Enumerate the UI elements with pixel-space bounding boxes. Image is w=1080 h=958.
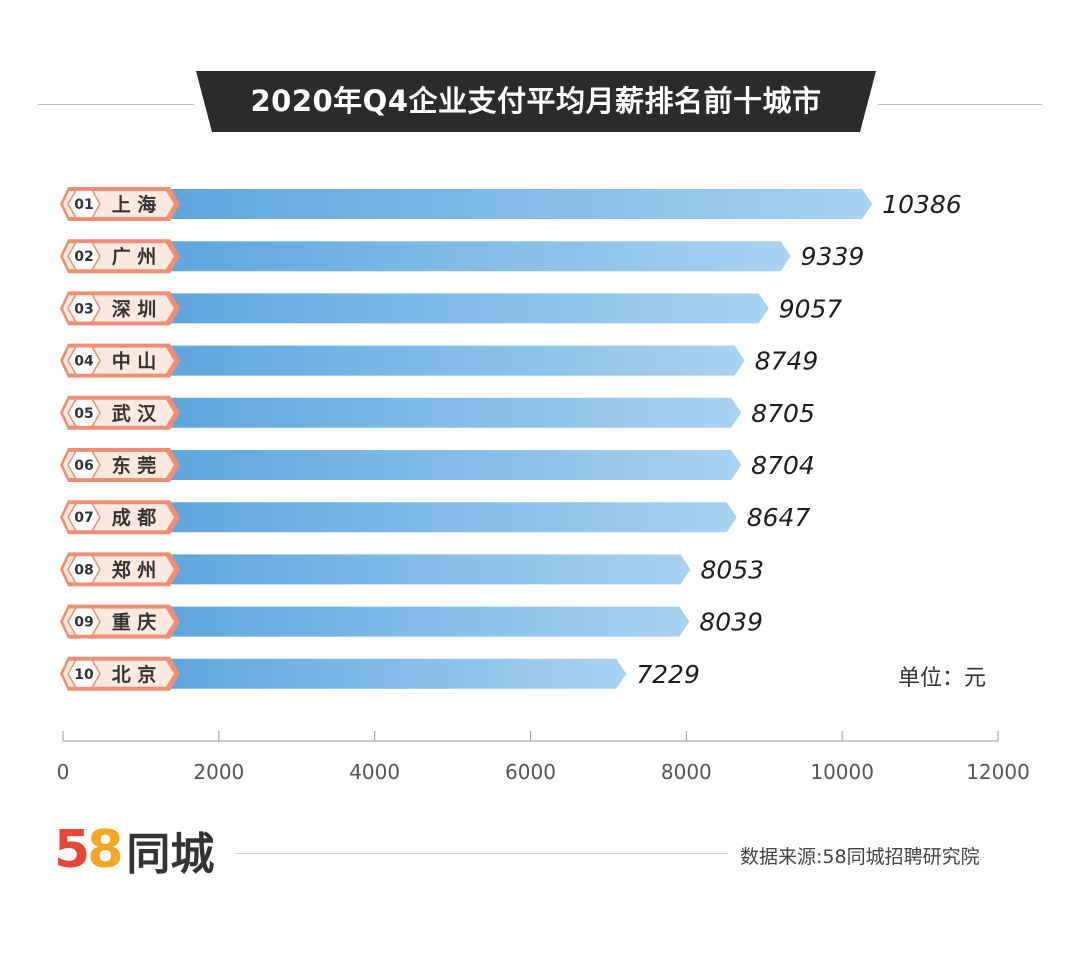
bar — [168, 293, 769, 324]
category-label: 深 圳 — [112, 297, 157, 320]
rank-label: 02 — [74, 249, 93, 265]
bar — [168, 450, 742, 480]
rank-label: 01 — [74, 197, 93, 213]
data-source: 数据来源:58同城招聘研究院 — [740, 846, 980, 868]
chart-title: 2020年Q4企业支付平均月薪排名前十城市 — [250, 84, 822, 118]
value-label: 7229 — [636, 660, 700, 689]
value-label: 8749 — [755, 347, 819, 376]
bar-row: 06 东 莞 8704 — [60, 448, 815, 482]
logo-digit-5: 5 — [54, 820, 90, 880]
x-tick-label: 4000 — [349, 760, 400, 784]
rank-label: 05 — [74, 406, 93, 422]
bar-row: 10 北 京 7229 — [60, 656, 700, 691]
footer-rule — [236, 853, 728, 854]
logo-name: 同城 — [126, 829, 215, 880]
value-label: 9057 — [779, 294, 843, 323]
x-tick-label: 6000 — [505, 760, 556, 784]
category-label: 广 州 — [112, 245, 157, 268]
category-label: 中 山 — [112, 350, 157, 373]
category-label: 武 汉 — [112, 403, 158, 425]
category-label: 重 庆 — [112, 611, 157, 634]
title-banner: 2020年Q4企业支付平均月薪排名前十城市 — [196, 71, 876, 132]
bar — [168, 397, 742, 428]
bar — [168, 189, 873, 219]
bar-row: 08 郑 州 8053 — [60, 552, 764, 587]
category-label: 北 京 — [112, 663, 157, 686]
title-rule-right — [878, 104, 1042, 105]
title-rule-left — [38, 104, 194, 105]
logo-digit-8: 8 — [87, 820, 123, 880]
rank-label: 06 — [74, 458, 93, 474]
bar-row: 01 上 海 10386 — [60, 187, 962, 221]
value-label: 10386 — [882, 190, 962, 219]
value-label: 8647 — [747, 503, 811, 532]
rank-hexagon — [67, 345, 101, 376]
rank-label: 10 — [74, 667, 94, 683]
value-label: 8704 — [751, 451, 815, 480]
x-tick-label: 10000 — [810, 760, 874, 784]
rank-hexagon — [67, 659, 101, 689]
rank-hexagon — [67, 606, 101, 637]
bar — [168, 502, 737, 533]
rank-label: 04 — [74, 354, 94, 370]
brand-logo: 58 同城 — [54, 820, 214, 880]
category-label: 成 都 — [112, 506, 157, 529]
value-label: 8053 — [700, 555, 764, 584]
title-banner-shape — [196, 71, 876, 132]
rank-label: 09 — [74, 615, 93, 631]
x-tick-label: 0 — [57, 760, 70, 784]
rank-hexagon — [67, 189, 101, 219]
bar — [168, 658, 627, 689]
bar — [168, 554, 691, 585]
rank-hexagon — [67, 450, 101, 480]
category-label: 东 莞 — [112, 454, 157, 477]
bar-row: 02 广 州 9339 — [60, 239, 865, 274]
bar-row: 05 武 汉 8705 — [60, 395, 815, 430]
rank-hexagon — [67, 502, 101, 532]
x-tick-label: 12000 — [966, 760, 1030, 784]
rank-label: 07 — [74, 510, 93, 526]
rank-hexagon — [67, 241, 101, 271]
bar-row: 04 中 山 8749 — [60, 343, 819, 378]
x-tick-label: 2000 — [193, 760, 244, 784]
rank-label: 08 — [74, 562, 93, 578]
x-tick-label: 8000 — [661, 760, 712, 784]
value-label: 8705 — [751, 399, 815, 428]
bar-row: 09 重 庆 8039 — [60, 604, 763, 639]
rank-label: 03 — [74, 301, 93, 317]
unit-label: 单位：元 — [898, 666, 987, 691]
bar-row: 03 深 圳 9057 — [60, 291, 843, 326]
category-label: 郑 州 — [112, 559, 157, 581]
category-label: 上 海 — [112, 193, 157, 216]
bar — [168, 606, 690, 637]
bar — [168, 241, 791, 272]
rank-hexagon — [67, 398, 101, 428]
bar — [168, 345, 745, 376]
rank-hexagon — [67, 293, 101, 324]
value-label: 8039 — [699, 608, 763, 637]
value-label: 9339 — [801, 242, 865, 271]
bar-row: 07 成 都 8647 — [60, 500, 811, 535]
logo-number: 58 — [54, 820, 123, 880]
rank-hexagon — [67, 554, 101, 585]
bars-group: 01 上 海 10386 02 广 州 9339 03 深 圳 9057 04 中 山 8749 05 武… — [60, 187, 962, 691]
x-axis: 0 2000 4000 6000 8000 10000 12000 — [57, 731, 1030, 784]
